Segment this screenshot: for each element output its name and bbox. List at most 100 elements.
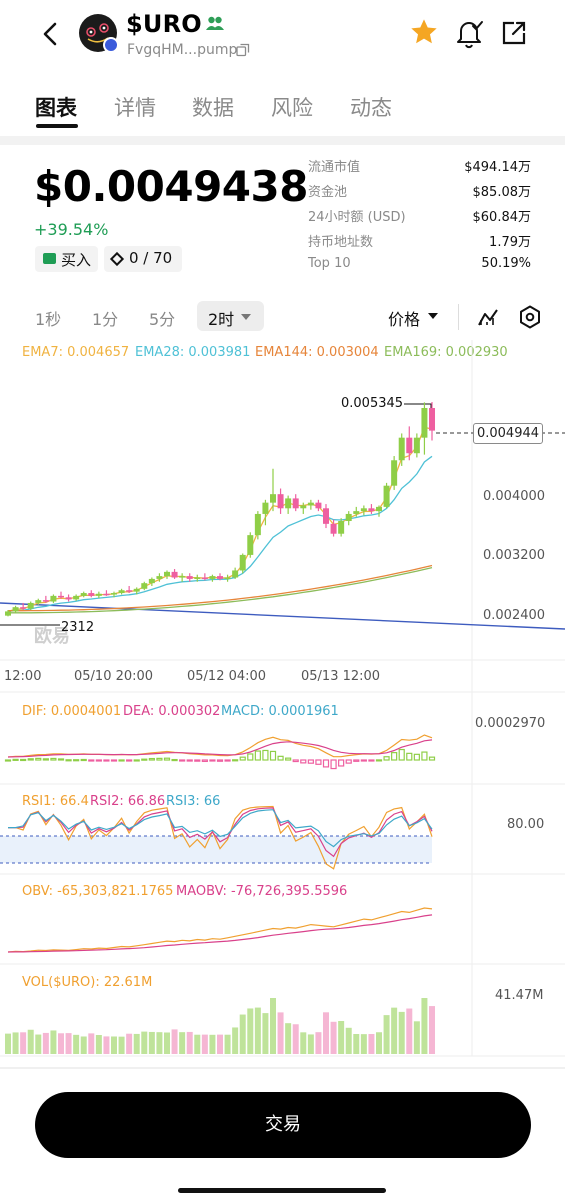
macd-histogram-bar	[232, 759, 239, 762]
ema169-line	[8, 566, 433, 614]
volume-bar	[413, 1021, 420, 1054]
trade-button[interactable]: 交易	[35, 1092, 531, 1158]
macd-histogram-bar	[110, 759, 118, 762]
holders-count-button[interactable]: 0 / 70	[104, 246, 182, 272]
macd-histogram-bar	[80, 758, 87, 762]
macd-histogram-bar	[57, 758, 65, 761]
tab-data[interactable]: 数据	[192, 96, 234, 120]
macd-histogram-bar	[27, 758, 34, 761]
macd-histogram-bar	[216, 759, 224, 762]
volume-bar	[50, 1030, 57, 1054]
macd-histogram-bar	[383, 756, 390, 761]
candle-body	[148, 578, 155, 584]
macd-histogram-bar	[171, 758, 178, 762]
settings-icon[interactable]	[517, 304, 543, 330]
macd-histogram-bar	[330, 759, 337, 770]
macd-dea-line	[7, 739, 433, 758]
candle-body	[12, 607, 19, 612]
candle-body	[118, 590, 125, 594]
tab-details[interactable]: 详情	[114, 96, 156, 120]
volume-bar	[65, 1033, 72, 1054]
macd-histogram-bar	[133, 759, 140, 762]
macd-histogram-bar	[209, 759, 216, 762]
macd-histogram-bar	[375, 759, 383, 762]
exchange-watermark: 欧易	[34, 626, 70, 647]
timeframe-2h-dropdown[interactable]: 2时	[197, 301, 264, 331]
buy-button[interactable]: 买入	[35, 246, 98, 272]
macd-histogram-bar	[360, 759, 367, 762]
price-selector[interactable]: 价格	[388, 310, 421, 329]
macd-histogram-bar	[285, 757, 292, 761]
tab-risk[interactable]: 风险	[271, 96, 313, 120]
tab-active-indicator	[36, 124, 78, 128]
timeframe-1m[interactable]: 1分	[92, 310, 119, 329]
candle-body	[88, 593, 95, 596]
volume-bar	[307, 1034, 314, 1054]
candle-body	[35, 600, 42, 603]
volume-bar	[217, 1034, 223, 1054]
candle-body	[345, 513, 352, 522]
macd-histogram-bar	[247, 753, 254, 761]
macd-histogram-bar	[254, 750, 261, 761]
ema28-line	[7, 455, 433, 613]
volume-bar	[171, 1029, 178, 1054]
contract-address: FvgqHM...pump	[127, 42, 238, 58]
volume-bar	[429, 1006, 435, 1054]
candle-body	[406, 437, 413, 454]
volume-bar	[111, 1036, 117, 1054]
current-price-tag: 0.004944	[473, 423, 543, 444]
volume-bar	[27, 1029, 34, 1054]
stat-label-top10: Top 10	[308, 256, 351, 271]
candle-body	[353, 511, 360, 514]
candle-body	[285, 498, 292, 509]
macd-histogram-bar	[292, 759, 299, 763]
chain-badge-icon	[103, 37, 119, 53]
favorite-star-icon[interactable]	[408, 16, 440, 48]
volume-bar	[360, 1034, 367, 1054]
tab-activity[interactable]: 动态	[350, 96, 392, 120]
macd-histogram-bar	[103, 759, 110, 762]
volume-bar	[179, 1032, 186, 1054]
volume-bar	[58, 1033, 64, 1054]
obv-label: OBV: -65,303,821.1765	[22, 884, 174, 899]
copy-icon[interactable]	[236, 43, 250, 57]
price-axis-tick: 0.002400	[483, 608, 546, 623]
indicator-icon[interactable]	[476, 305, 500, 329]
candle-body	[50, 595, 57, 602]
candle-body	[141, 583, 148, 589]
macd-histogram-bar	[224, 759, 231, 762]
macd-histogram-bar	[322, 759, 330, 768]
volume-bar	[391, 1007, 398, 1054]
candle-body	[300, 505, 307, 509]
volume-bar	[209, 1034, 216, 1054]
share-icon[interactable]	[500, 19, 528, 47]
macd-histogram-bar	[353, 759, 360, 762]
tab-chart[interactable]: 图表	[35, 96, 77, 120]
macd-axis-tick: 0.0002970	[475, 716, 546, 731]
timeframe-5m[interactable]: 5分	[149, 310, 176, 329]
wallet-icon	[43, 253, 56, 264]
timeframe-1s[interactable]: 1秒	[35, 310, 62, 329]
candle-body	[126, 590, 133, 592]
chart-canvas[interactable]	[0, 0, 565, 1070]
candle-body	[156, 576, 163, 579]
volume-bar	[383, 1015, 390, 1054]
candle-body	[164, 571, 170, 577]
macd-histogram-bar	[239, 756, 246, 761]
candle-body	[421, 408, 428, 438]
volume-bar	[323, 1012, 329, 1054]
volume-bar	[406, 1008, 413, 1054]
price-alert-bell-icon[interactable]	[455, 17, 485, 49]
volume-bar	[398, 1011, 405, 1054]
volume-bar	[239, 1014, 246, 1054]
candle-body	[239, 554, 246, 571]
rsi-axis-tick: 80.00	[507, 817, 545, 832]
home-indicator	[178, 1188, 386, 1193]
stat-label-market-cap: 流通市值	[308, 160, 361, 175]
volume-bar	[35, 1034, 42, 1054]
community-icon	[205, 15, 225, 31]
back-arrow-icon[interactable]	[38, 18, 66, 50]
trend-line	[0, 602, 565, 630]
candle-body	[323, 508, 329, 524]
volume-bar	[5, 1033, 11, 1054]
